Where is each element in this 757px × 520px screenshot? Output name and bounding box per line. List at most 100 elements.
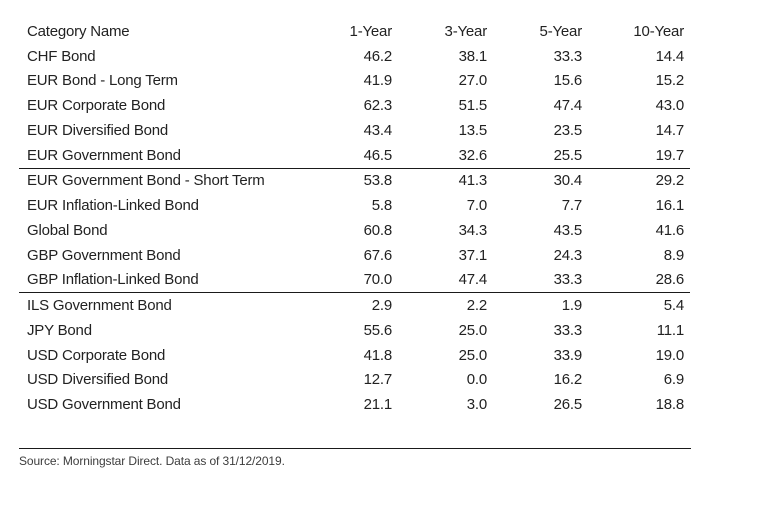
value-cell: 3.0 <box>466 396 487 414</box>
category-cell: EUR Corporate Bond <box>27 97 166 115</box>
category-cell: EUR Bond - Long Term <box>27 72 178 90</box>
table-header: Category Name 1-Year 3-Year 5-Year 10-Ye… <box>19 19 690 44</box>
table-row: USD Government Bond 21.1 3.0 26.5 18.8 <box>19 392 690 417</box>
category-cell: USD Government Bond <box>27 396 181 414</box>
value-cell: 34.3 <box>458 221 488 239</box>
table-row: EUR Government Bond 46.5 32.6 25.5 19.7 <box>19 142 690 169</box>
value-cell: 27.0 <box>458 72 488 90</box>
value-cell: 62.3 <box>363 97 393 115</box>
value-cell: 16.1 <box>655 197 685 215</box>
value-cell: 33.3 <box>553 321 583 339</box>
category-cell: JPY Bond <box>27 321 92 339</box>
value-cell: 25.5 <box>487 142 582 169</box>
value-cell: 25.0 <box>458 346 488 364</box>
value-cell: 43.4 <box>363 121 393 139</box>
category-cell: CHF Bond <box>27 47 96 65</box>
value-cell: 25.0 <box>458 321 488 339</box>
value-cell: 19.7 <box>582 142 690 169</box>
value-cell: 24.3 <box>553 246 583 264</box>
table-row: EUR Corporate Bond 62.3 51.5 47.4 43.0 <box>19 93 690 118</box>
category-cell: EUR Inflation-Linked Bond <box>27 197 199 215</box>
value-cell: 43.0 <box>655 97 685 115</box>
footer-divider <box>19 448 691 449</box>
value-cell: 28.6 <box>582 267 690 294</box>
value-cell: 26.5 <box>553 396 583 414</box>
table-row: GBP Government Bond 67.6 37.1 24.3 8.9 <box>19 243 690 268</box>
value-cell: 2.9 <box>371 297 392 315</box>
value-cell: 38.1 <box>458 47 488 65</box>
table-row: Global Bond 60.8 34.3 43.5 41.6 <box>19 218 690 243</box>
table-body: CHF Bond 46.2 38.1 33.3 14.4 EUR Bond - … <box>19 44 690 417</box>
value-cell: 37.1 <box>458 246 488 264</box>
value-cell: 5.8 <box>371 197 392 215</box>
table-row: EUR Inflation-Linked Bond 5.8 7.0 7.7 16… <box>19 193 690 218</box>
column-header-10-year: 10-Year <box>633 22 684 40</box>
column-header-category-name: Category Name <box>27 22 130 40</box>
table-row: EUR Government Bond - Short Term 53.8 41… <box>19 168 690 193</box>
value-cell: 15.2 <box>655 72 685 90</box>
value-cell: 16.2 <box>553 371 583 389</box>
column-header-5-year: 5-Year <box>539 22 583 40</box>
value-cell: 33.3 <box>553 47 583 65</box>
table-row: EUR Bond - Long Term 41.9 27.0 15.6 15.2 <box>19 69 690 94</box>
value-cell: 67.6 <box>363 246 393 264</box>
value-cell: 11.1 <box>656 321 684 339</box>
value-cell: 47.4 <box>392 267 487 294</box>
category-cell: GBP Government Bond <box>27 246 181 264</box>
value-cell: 21.1 <box>363 396 393 414</box>
table-row: ILS Government Bond 2.9 2.2 1.9 5.4 <box>19 293 690 318</box>
value-cell: 70.0 <box>297 267 392 294</box>
category-cell: EUR Diversified Bond <box>27 121 169 139</box>
value-cell: 32.6 <box>392 142 487 169</box>
value-cell: 29.2 <box>655 172 685 190</box>
value-cell: 13.5 <box>458 121 488 139</box>
value-cell: 43.5 <box>553 221 583 239</box>
header-row: Category Name 1-Year 3-Year 5-Year 10-Ye… <box>19 19 690 44</box>
value-cell: 41.9 <box>363 72 393 90</box>
table-row: GBP Inflation-Linked Bond 70.0 47.4 33.3… <box>19 267 690 294</box>
value-cell: 15.6 <box>553 72 583 90</box>
value-cell: 47.4 <box>553 97 583 115</box>
value-cell: 2.2 <box>466 297 487 315</box>
value-cell: 14.4 <box>655 47 685 65</box>
value-cell: 1.9 <box>561 297 582 315</box>
value-cell: 41.3 <box>458 172 488 190</box>
table-row: CHF Bond 46.2 38.1 33.3 14.4 <box>19 44 690 69</box>
value-cell: 41.6 <box>655 221 685 239</box>
value-cell: 51.5 <box>458 97 488 115</box>
category-cell: Global Bond <box>27 221 108 239</box>
value-cell: 53.8 <box>363 172 393 190</box>
value-cell: 55.6 <box>363 321 393 339</box>
category-cell: USD Corporate Bond <box>27 346 166 364</box>
table-row: USD Corporate Bond 41.8 25.0 33.9 19.0 <box>19 343 690 368</box>
category-cell: USD Diversified Bond <box>27 371 169 389</box>
bond-performance-table: Category Name 1-Year 3-Year 5-Year 10-Ye… <box>19 19 690 417</box>
value-cell: 46.5 <box>297 142 392 169</box>
source-note: Source: Morningstar Direct. Data as of 3… <box>19 454 285 468</box>
table-row: JPY Bond 55.6 25.0 33.3 11.1 <box>19 318 690 343</box>
category-cell: GBP Inflation-Linked Bond <box>19 267 297 294</box>
value-cell: 18.8 <box>655 396 685 414</box>
column-header-1-year: 1-Year <box>349 22 393 40</box>
value-cell: 7.7 <box>561 197 582 215</box>
value-cell: 0.0 <box>466 371 487 389</box>
category-cell: EUR Government Bond - Short Term <box>27 172 265 190</box>
value-cell: 46.2 <box>363 47 393 65</box>
value-cell: 12.7 <box>363 371 393 389</box>
value-cell: 8.9 <box>663 246 684 264</box>
value-cell: 6.9 <box>663 371 684 389</box>
value-cell: 23.5 <box>553 121 583 139</box>
table-row: USD Diversified Bond 12.7 0.0 16.2 6.9 <box>19 368 690 393</box>
value-cell: 60.8 <box>363 221 393 239</box>
value-cell: 19.0 <box>655 346 685 364</box>
category-cell: EUR Government Bond <box>19 142 297 169</box>
value-cell: 7.0 <box>466 197 487 215</box>
value-cell: 5.4 <box>663 297 684 315</box>
category-cell: ILS Government Bond <box>27 297 172 315</box>
value-cell: 33.9 <box>553 346 583 364</box>
value-cell: 41.8 <box>363 346 393 364</box>
table-row: EUR Diversified Bond 43.4 13.5 23.5 14.7 <box>19 118 690 143</box>
value-cell: 33.3 <box>487 267 582 294</box>
value-cell: 30.4 <box>553 172 583 190</box>
